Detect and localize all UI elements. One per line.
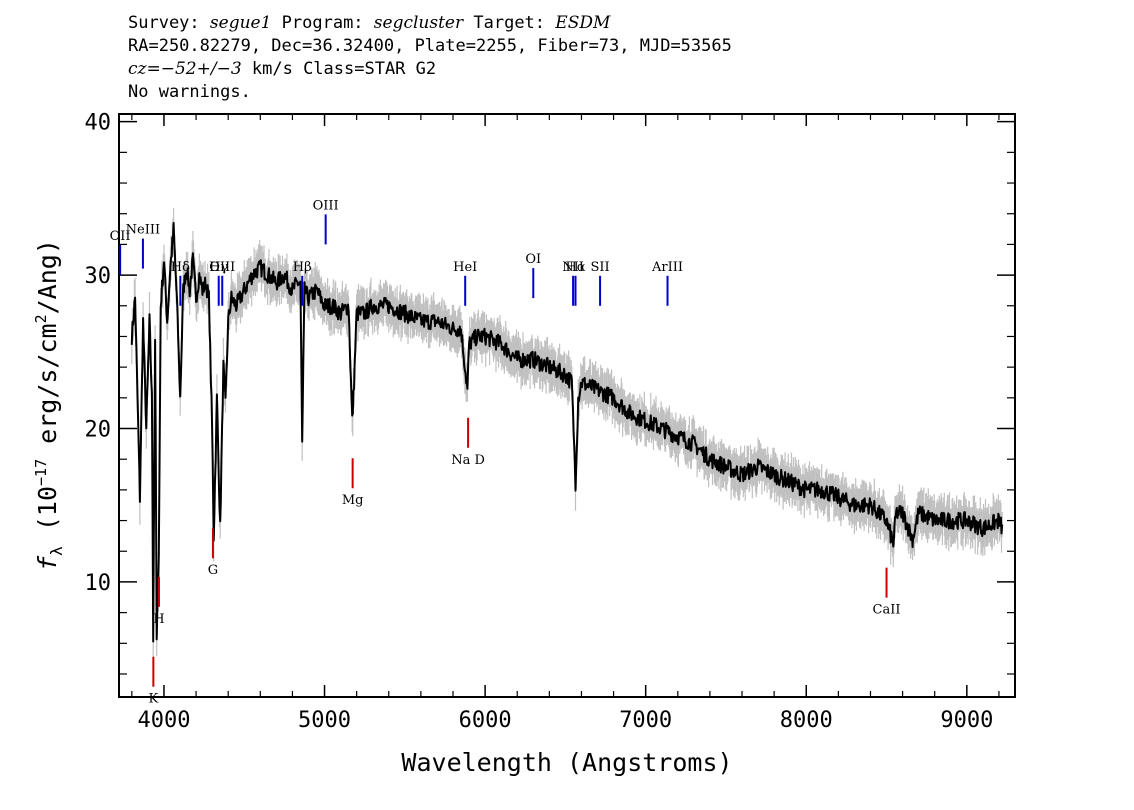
absorption-line-label: CaII bbox=[873, 603, 901, 618]
cz-value: −52+/−3 bbox=[160, 59, 242, 79]
x-tick-label: 6000 bbox=[459, 708, 512, 733]
survey-label: Survey: bbox=[128, 13, 200, 33]
absorption-line-label: G bbox=[208, 563, 218, 578]
emission-line-label: ArIII bbox=[651, 260, 683, 275]
target-label: Target: bbox=[473, 13, 546, 33]
spectrum-header: Survey: segue1 Program: segcluster Targe… bbox=[128, 12, 732, 104]
plot-area bbox=[130, 207, 1004, 660]
x-tick-label: 5000 bbox=[298, 708, 351, 733]
x-axis-title: Wavelength (Angstroms) bbox=[401, 748, 732, 777]
survey-value: segue1 bbox=[209, 13, 272, 33]
emission-line-label: HeI bbox=[453, 260, 477, 275]
y-tick-label: 40 bbox=[85, 111, 112, 136]
absorption-line-label: K bbox=[149, 692, 159, 707]
x-tick-label: 4000 bbox=[137, 708, 190, 733]
emission-line-label: SII bbox=[590, 260, 609, 275]
emission-line-label: OIII bbox=[313, 198, 339, 213]
plot-frame bbox=[118, 113, 1016, 698]
header-line-survey: Survey: segue1 Program: segcluster Targe… bbox=[128, 12, 732, 35]
header-line-coordinates: RA=250.82279, Dec=36.32400, Plate=2255, … bbox=[128, 36, 732, 56]
absorption-line-label: Mg bbox=[342, 493, 364, 508]
x-tick-label: 8000 bbox=[780, 708, 833, 733]
cz-label: cz= bbox=[128, 59, 161, 79]
emission-line-label: Hα bbox=[565, 260, 585, 275]
emission-line-label: Hβ bbox=[293, 260, 312, 275]
emission-line-label: OII bbox=[110, 229, 131, 244]
emission-line-label: OIII bbox=[209, 260, 235, 275]
emission-line-label: NII bbox=[562, 260, 584, 275]
emission-line-label: OI bbox=[525, 252, 541, 267]
cz-class: km/s Class=STAR G2 bbox=[241, 59, 437, 79]
program-value: segcluster bbox=[373, 13, 464, 33]
x-tick-label: 9000 bbox=[940, 708, 993, 733]
absorption-line-label: H bbox=[153, 612, 164, 627]
target-value: ESDM bbox=[555, 13, 611, 33]
axis-ticks: 4000 5000 6000 7000 8000 9000 10 20 30 40 bbox=[85, 111, 1015, 733]
y-axis-title-exp: −17 bbox=[32, 459, 50, 486]
y-axis-title-f: f bbox=[33, 555, 62, 571]
x-tick-label: 7000 bbox=[619, 708, 672, 733]
y-tick-label: 20 bbox=[85, 418, 112, 443]
program-label: Program: bbox=[281, 13, 364, 33]
y-axis-title-end: /Ang) bbox=[33, 239, 62, 314]
emission-line-label: Hδ bbox=[171, 260, 190, 275]
y-axis-title-main: (10 bbox=[33, 486, 62, 546]
absorption-line-label: Na D bbox=[451, 453, 485, 468]
y-axis-title-sub: λ bbox=[47, 546, 66, 556]
y-axis-title-rest: erg/s/cm bbox=[33, 323, 62, 458]
emission-line-label: Hγ bbox=[209, 260, 228, 275]
y-axis-title: fλ (10−17 erg/s/cm2/Ang) bbox=[32, 239, 66, 571]
header-line-redshift: cz=−52+/−3 km/s Class=STAR G2 bbox=[128, 58, 732, 81]
flux-line bbox=[130, 221, 1004, 643]
header-line-warnings: No warnings. bbox=[128, 82, 251, 102]
y-tick-label: 30 bbox=[85, 264, 112, 289]
emission-line-label: NeIII bbox=[126, 223, 160, 238]
y-axis-title-exp2: 2 bbox=[32, 314, 50, 323]
y-tick-label: 10 bbox=[85, 571, 112, 596]
